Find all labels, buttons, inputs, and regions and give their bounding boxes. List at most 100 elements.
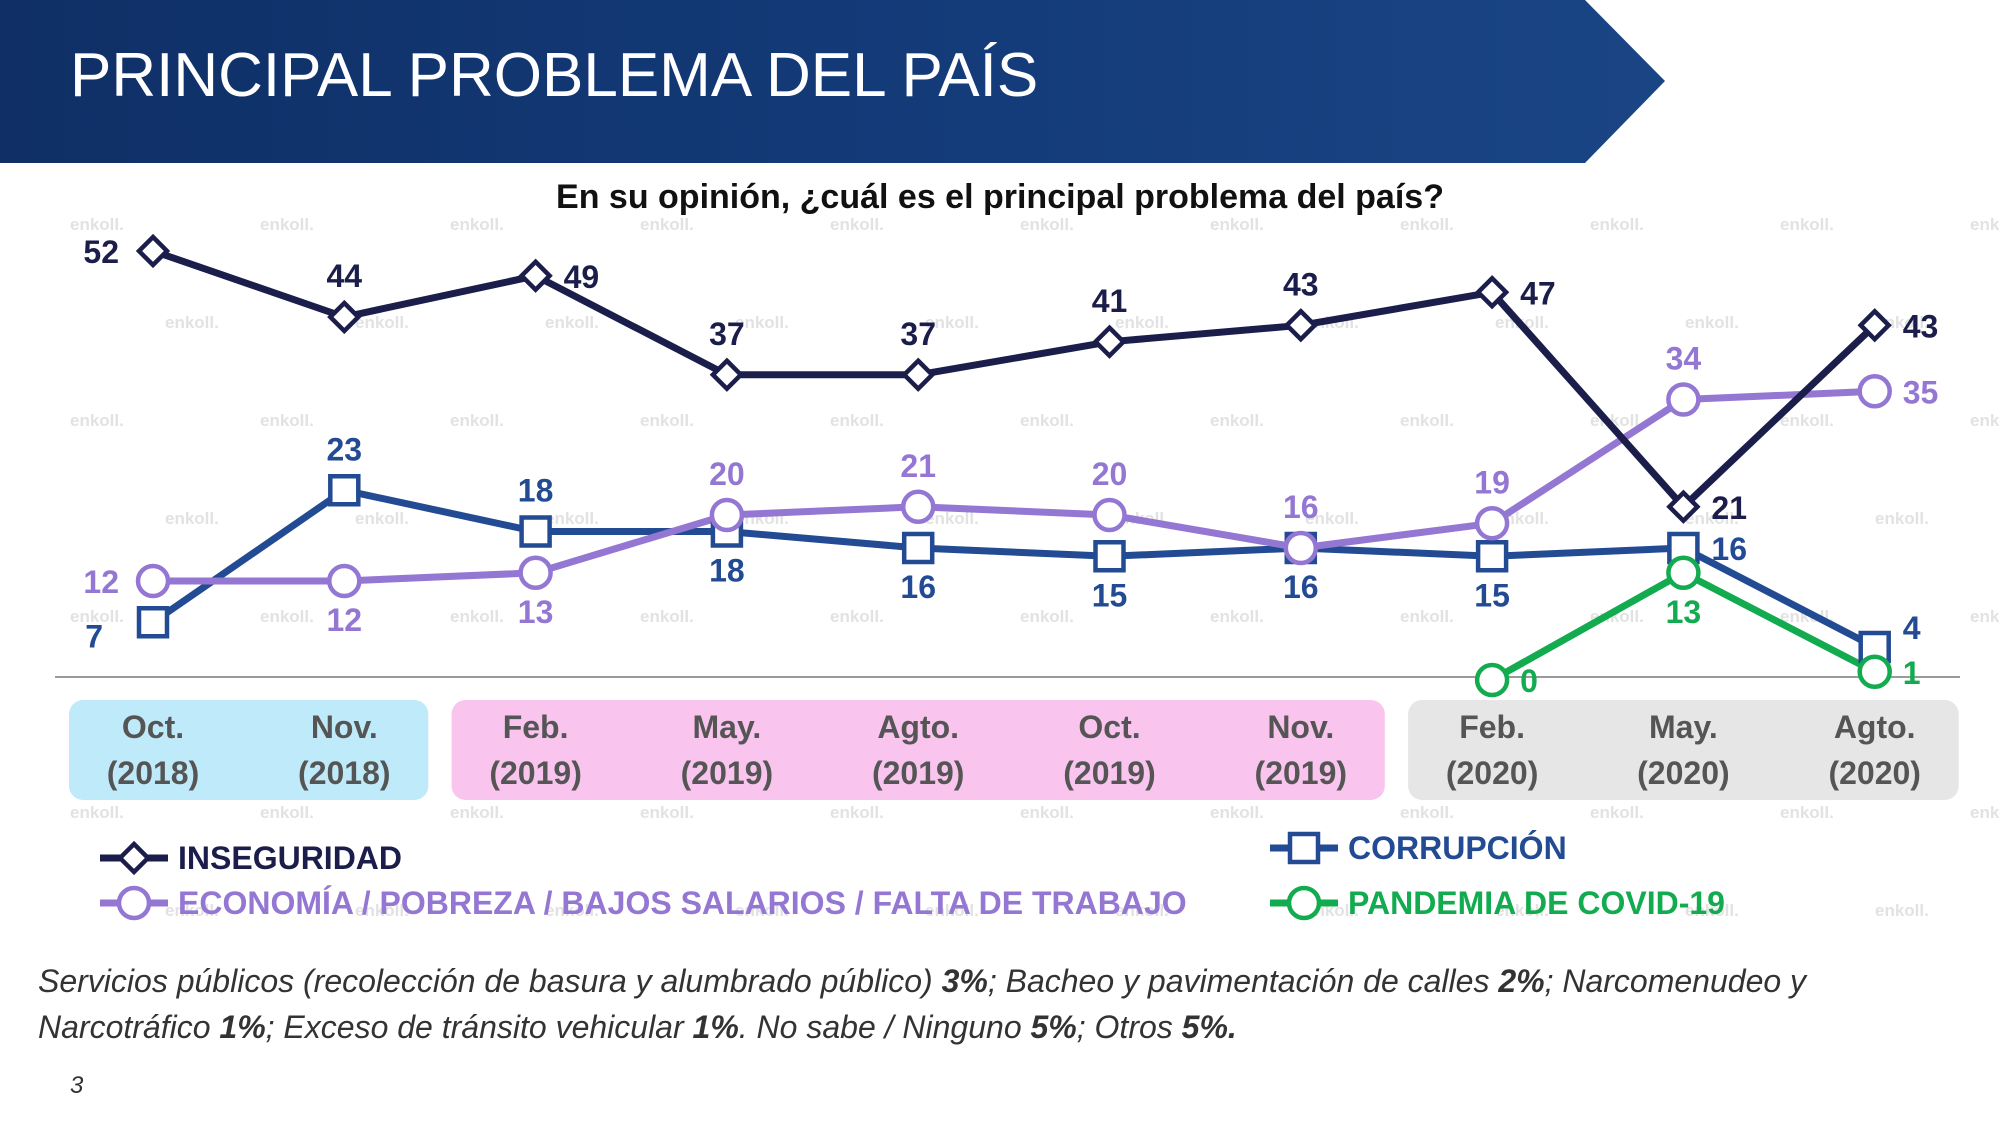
legend-marker-inseguridad bbox=[116, 840, 152, 876]
watermark: enkoll. bbox=[1210, 411, 1264, 430]
data-label-corrupcion: 16 bbox=[1711, 531, 1747, 567]
watermark: enkoll. bbox=[545, 901, 599, 920]
legend: INSEGURIDAD CORRUPCIÓN ECONOMÍA / POBREZA … bbox=[100, 830, 1725, 921]
year-group-bands bbox=[69, 700, 1959, 800]
footnote-segment: ; Otros bbox=[1076, 1009, 1182, 1045]
x-tick-label-month: Oct. bbox=[1078, 709, 1140, 745]
watermark: enkoll. bbox=[545, 313, 599, 332]
data-label-corrupcion: 16 bbox=[1283, 569, 1319, 605]
watermark: enkoll. bbox=[355, 901, 409, 920]
watermark: enkoll. bbox=[1970, 215, 2000, 234]
watermark: enkoll. bbox=[1495, 901, 1549, 920]
watermark: enkoll. bbox=[260, 215, 314, 234]
watermark: enkoll. bbox=[1685, 509, 1739, 528]
watermark: enkoll. bbox=[70, 411, 124, 430]
data-label-corrupcion: 15 bbox=[1092, 577, 1128, 613]
watermark: enkoll. bbox=[640, 215, 694, 234]
watermark: enkoll. bbox=[70, 803, 124, 822]
data-point-inseguridad bbox=[518, 258, 553, 293]
data-point-inseguridad bbox=[1857, 308, 1892, 343]
watermark: enkoll. bbox=[1875, 901, 1929, 920]
watermark: enkoll. bbox=[165, 901, 219, 920]
data-point-corrupcion bbox=[328, 474, 361, 507]
data-label-inseguridad: 43 bbox=[1283, 266, 1319, 302]
data-label-economia: 20 bbox=[709, 456, 745, 492]
data-label-inseguridad: 37 bbox=[709, 316, 745, 352]
data-label-economia: 16 bbox=[1283, 489, 1319, 525]
data-point-corrupcion bbox=[519, 515, 552, 548]
data-point-economia bbox=[1857, 374, 1892, 409]
footnote-segment: 1% bbox=[692, 1009, 739, 1045]
data-label-corrupcion: 18 bbox=[709, 553, 745, 589]
data-label-inseguridad: 52 bbox=[83, 234, 119, 270]
data-label-corrupcion: 4 bbox=[1903, 610, 1921, 646]
data-label-corrupcion: 16 bbox=[900, 569, 936, 605]
data-point-inseguridad bbox=[1474, 275, 1510, 310]
watermark: enkoll. bbox=[735, 901, 789, 920]
watermark: enkoll. bbox=[165, 313, 219, 332]
watermark: enkoll. bbox=[1020, 411, 1074, 430]
data-label-inseguridad: 44 bbox=[327, 258, 363, 294]
watermark: enkoll. bbox=[1685, 313, 1739, 332]
data-point-pandemia bbox=[1474, 662, 1510, 698]
watermark: enkoll. bbox=[1685, 901, 1739, 920]
watermark: enkoll. bbox=[1115, 313, 1169, 332]
x-tick-label-month: Agto. bbox=[877, 709, 959, 745]
header-banner bbox=[0, 0, 1665, 163]
watermark-layer: enkoll. enkoll. enkoll. enkoll. enkoll. enkol… bbox=[70, 215, 2000, 920]
footnote-segment: ; Narcomenudeo y Narcotráfico bbox=[38, 963, 1807, 1045]
x-tick-label-year: (2020) bbox=[1446, 755, 1539, 791]
x-tick-label-month: Nov. bbox=[1267, 709, 1334, 745]
watermark: enkoll. bbox=[925, 901, 979, 920]
legend-label-pandemia: PANDEMIA DE COVID-19 bbox=[1348, 885, 1725, 921]
footnote-segment: ; Exceso de tránsito vehicular bbox=[265, 1009, 693, 1045]
data-point-pandemia bbox=[1857, 654, 1892, 689]
watermark: enkoll. bbox=[1875, 509, 1929, 528]
data-label-economia: 19 bbox=[1474, 464, 1510, 500]
data-label-pandemia: 13 bbox=[1666, 594, 1702, 630]
data-point-inseguridad bbox=[1666, 489, 1701, 524]
slide-title: PRINCIPAL PROBLEMA DEL PAÍS bbox=[70, 41, 1039, 110]
watermark: enkoll. bbox=[450, 411, 504, 430]
legend-label-economia: ECONOMÍA / POBREZA / BAJOS SALARIOS / FA… bbox=[178, 885, 1187, 921]
watermark: enkoll. bbox=[1400, 411, 1454, 430]
footnote-segment: 3% bbox=[941, 963, 988, 999]
watermark: enkoll. bbox=[165, 509, 219, 528]
legend-marker-pandemia bbox=[1286, 885, 1322, 921]
data-label-economia: 13 bbox=[518, 594, 554, 630]
x-axis-labels: Oct. (2018) Nov. (2018) Feb. (2019) May. (2019)… bbox=[107, 709, 1921, 791]
watermark: enkoll. bbox=[260, 411, 314, 430]
watermark: enkoll. bbox=[925, 313, 979, 332]
data-label-economia: 12 bbox=[83, 564, 119, 600]
data-label-pandemia: 1 bbox=[1903, 655, 1921, 691]
watermark: enkoll. bbox=[70, 215, 124, 234]
data-label-economia: 34 bbox=[1666, 341, 1702, 377]
data-label-inseguridad: 21 bbox=[1711, 490, 1747, 526]
data-label-economia: 21 bbox=[900, 448, 936, 484]
data-point-corrupcion bbox=[901, 531, 935, 565]
watermark: enkoll. bbox=[830, 803, 884, 822]
watermark: enkoll. bbox=[1780, 803, 1834, 822]
data-point-economia bbox=[327, 563, 362, 599]
watermark: enkoll. bbox=[640, 607, 694, 626]
footnote-segment: 1% bbox=[219, 1009, 266, 1045]
watermark: enkoll. bbox=[450, 215, 504, 234]
legend-marker-corrupcion bbox=[1287, 831, 1321, 865]
x-tick-label-year: (2018) bbox=[298, 755, 391, 791]
watermark: enkoll. bbox=[1970, 607, 2000, 626]
data-point-corrupcion bbox=[136, 606, 170, 639]
x-tick-label-month: May. bbox=[1649, 709, 1718, 745]
x-tick-label-month: Oct. bbox=[122, 709, 184, 745]
data-label-inseguridad: 37 bbox=[900, 316, 936, 352]
x-tick-label-month: Nov. bbox=[311, 709, 378, 745]
data-point-inseguridad bbox=[901, 357, 936, 392]
footnote-segment: . No sabe / Ninguno bbox=[738, 1009, 1031, 1045]
year-group-band bbox=[451, 700, 1385, 800]
x-tick-label-year: (2019) bbox=[681, 755, 774, 791]
data-point-pandemia bbox=[1666, 555, 1701, 590]
page-number: 3 bbox=[70, 1072, 84, 1099]
data-point-economia bbox=[900, 489, 936, 524]
series-markers bbox=[135, 233, 1892, 698]
series-line-inseguridad bbox=[151, 247, 1878, 511]
